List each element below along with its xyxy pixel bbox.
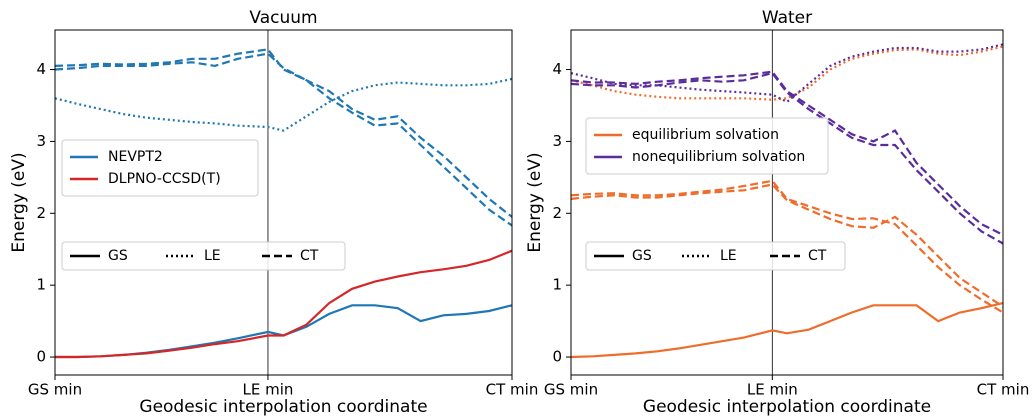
chart-title: Water — [762, 8, 812, 28]
legend-label: nonequilibrium solvation — [632, 149, 805, 165]
plot-frame — [55, 30, 512, 375]
y-tick-label: 2 — [552, 204, 562, 222]
x-axis-label: Geodesic interpolation coordinate — [139, 397, 427, 417]
x-axis-label: Geodesic interpolation coordinate — [643, 397, 931, 417]
legend-label: LE — [204, 248, 221, 264]
x-tick-label: GS min — [544, 381, 598, 399]
legend-label: NEVPT2 — [108, 149, 163, 165]
legend-label: equilibrium solvation — [632, 127, 779, 143]
legend-label: CT — [808, 248, 827, 264]
y-tick-label: 3 — [36, 132, 46, 150]
x-tick-label: CT min — [486, 381, 539, 399]
legend-label: DLPNO-CCSD(T) — [108, 171, 221, 187]
y-tick-label: 4 — [552, 60, 562, 78]
legend-box — [586, 242, 845, 270]
x-tick-label: GS min — [28, 381, 82, 399]
x-tick-label: LE min — [747, 381, 798, 399]
series-line — [571, 47, 1003, 100]
plot-frame — [571, 30, 1003, 375]
series-line — [571, 303, 1003, 357]
y-tick-label: 0 — [552, 348, 562, 366]
legend-label: GS — [632, 248, 652, 264]
series-line — [55, 305, 512, 357]
legend-label: CT — [300, 248, 319, 264]
y-tick-label: 1 — [552, 276, 562, 294]
y-tick-label: 1 — [36, 276, 46, 294]
legend-label: GS — [108, 248, 128, 264]
legend-label: LE — [720, 248, 737, 264]
y-axis-label: Energy (eV) — [9, 152, 29, 252]
figure: Vacuum Geodesic interpolation coordinate E… — [0, 0, 1033, 418]
y-tick-label: 3 — [552, 132, 562, 150]
y-axis-label: Energy (eV) — [525, 152, 545, 252]
y-tick-label: 4 — [36, 60, 46, 78]
y-tick-label: 2 — [36, 204, 46, 222]
series-line — [55, 79, 512, 131]
y-tick-label: 0 — [36, 348, 46, 366]
x-tick-label: LE min — [243, 381, 294, 399]
x-tick-label: CT min — [977, 381, 1030, 399]
chart-title: Vacuum — [249, 8, 317, 28]
